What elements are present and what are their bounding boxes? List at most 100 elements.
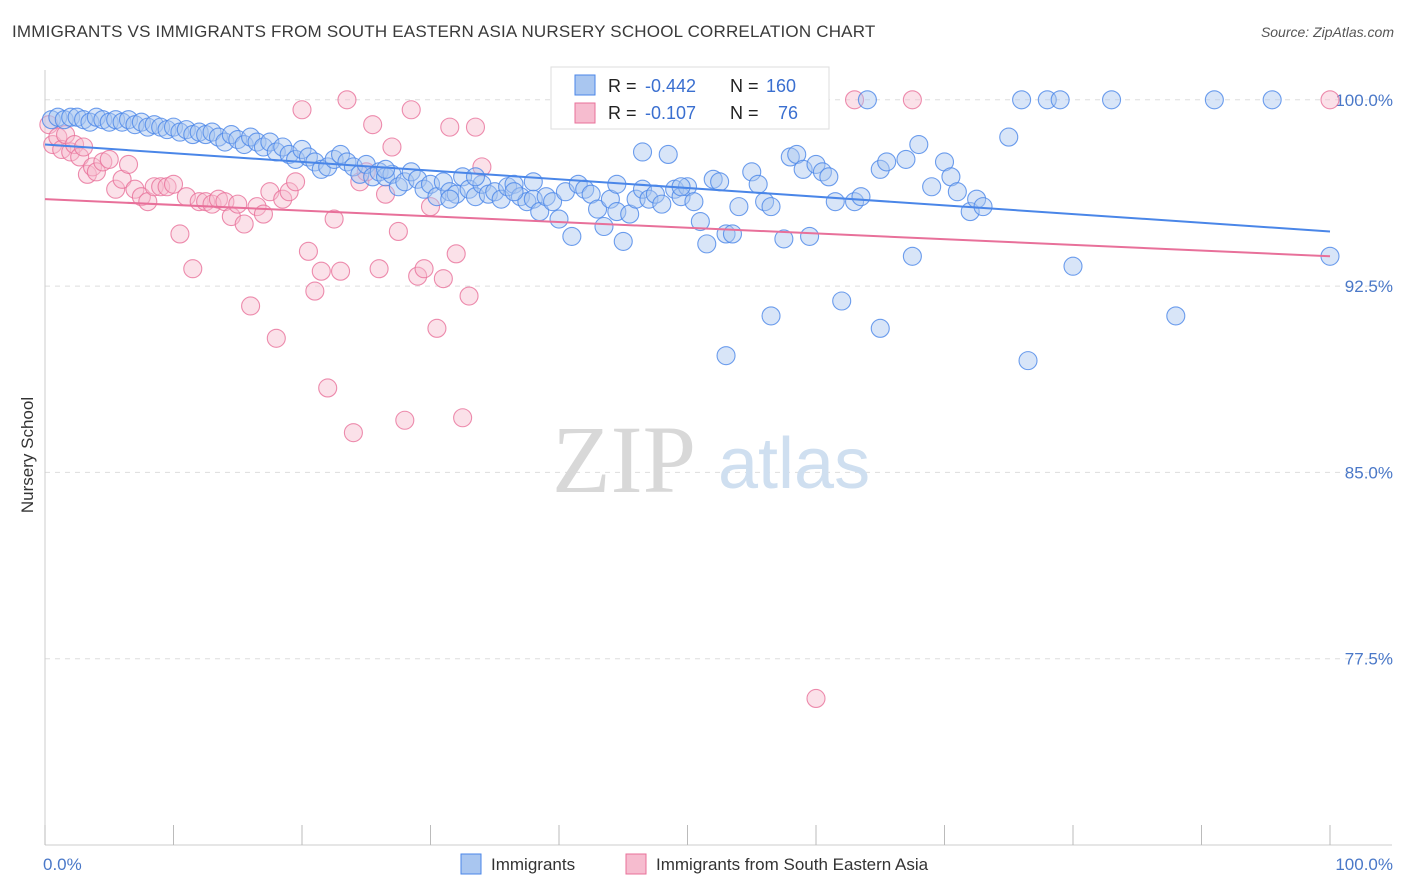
legend-swatch-immigrants (460, 853, 482, 875)
y-tick-labels: 100.0% 92.5% 85.0% 77.5% (1335, 91, 1393, 669)
sea-point (433, 269, 453, 289)
series-sea-points (39, 90, 1340, 708)
immigrants-point (549, 209, 569, 229)
sea-point (228, 194, 248, 214)
immigrants-point (652, 194, 672, 214)
immigrants-point (716, 346, 736, 366)
immigrants-point (690, 211, 710, 232)
sea-point (86, 162, 106, 182)
immigrants-point (241, 127, 261, 147)
legend-swatch-sea (625, 853, 647, 875)
immigrants-point (710, 172, 730, 192)
immigrants-point (722, 224, 743, 244)
chart-title: IMMIGRANTS VS IMMIGRANTS FROM SOUTH EAST… (12, 22, 876, 41)
stats-n-value-2: 76 (778, 103, 798, 123)
immigrants-point (632, 142, 653, 162)
stats-box-frame (550, 66, 830, 130)
sea-point (337, 90, 357, 110)
immigrants-point (639, 189, 659, 209)
sea-point (414, 259, 434, 279)
sea-point (247, 197, 267, 217)
immigrants-point (523, 172, 543, 192)
immigrants-point (273, 137, 293, 157)
stats-r-value-2: -0.107 (645, 103, 696, 123)
immigrants-point (433, 172, 453, 192)
sea-point (99, 149, 119, 169)
sea-point (401, 100, 421, 120)
source-credit: Source: ZipAtlas.com (1260, 24, 1394, 40)
immigrants-point (1063, 256, 1083, 276)
immigrants-point (388, 177, 408, 197)
trend-line-immigrants (44, 143, 1331, 233)
sea-point (311, 261, 331, 281)
immigrants-point (440, 189, 460, 209)
immigrants-point (375, 159, 396, 179)
immigrants-point (684, 192, 704, 212)
immigrants-point (594, 216, 614, 237)
immigrants-point (909, 134, 929, 155)
immigrants-point (697, 234, 717, 254)
sea-point (459, 286, 479, 306)
y-tick-label: 85.0% (1345, 463, 1393, 482)
legend-label-immigrants: Immigrants (491, 855, 575, 874)
sea-point (369, 259, 389, 279)
stats-swatch-blue (574, 74, 596, 96)
immigrants-point (279, 144, 299, 165)
immigrants-point (877, 152, 897, 172)
watermark-atlas: atlas (718, 424, 870, 504)
y-axis-title: Nursery School (18, 397, 37, 513)
stats-r-value-1: -0.442 (645, 76, 696, 96)
sea-point (266, 328, 286, 348)
immigrants-point (587, 199, 608, 219)
immigrants-point (330, 144, 351, 165)
sea-point (292, 100, 312, 120)
immigrants-point (1166, 306, 1186, 326)
immigrants-point (793, 159, 813, 179)
immigrants-point (999, 127, 1019, 147)
stats-r-label-2: R = (608, 103, 637, 123)
sea-point (472, 157, 492, 177)
sea-point (298, 241, 318, 261)
sea-point (286, 172, 306, 192)
axes (44, 70, 1392, 846)
sea-point (363, 115, 383, 135)
y-tick-label: 100.0% (1335, 91, 1393, 110)
immigrants-point (870, 159, 890, 179)
sea-point (446, 244, 466, 264)
sea-point (163, 174, 184, 194)
sea-point (170, 224, 190, 244)
sea-point (324, 209, 344, 229)
immigrants-point (459, 179, 479, 199)
immigrants-point (761, 306, 781, 326)
sea-point (806, 688, 826, 708)
sea-point (902, 90, 922, 110)
immigrants-point (729, 197, 749, 217)
stats-n-label-2: N = (730, 103, 759, 123)
immigrants-point (536, 187, 556, 207)
watermark-zip: ZIP (552, 406, 696, 513)
immigrants-point (543, 192, 563, 212)
immigrants-point (896, 149, 916, 169)
sea-point (131, 187, 151, 207)
immigrants-point (1012, 90, 1032, 110)
sea-point (241, 296, 261, 316)
sea-point (106, 179, 126, 199)
sea-point (118, 154, 139, 174)
legend-label-sea: Immigrants from South Eastern Asia (656, 855, 929, 874)
immigrants-point (504, 182, 524, 202)
immigrants-point (851, 187, 871, 207)
immigrants-point (902, 246, 922, 266)
immigrants-point (253, 137, 274, 157)
sea-point (408, 266, 428, 286)
immigrants-point (947, 182, 967, 202)
immigrants-point (800, 226, 820, 246)
immigrants-point (1102, 90, 1122, 110)
legend: Immigrants Immigrants from South Eastern… (460, 853, 929, 875)
immigrants-point (742, 162, 762, 182)
immigrants-point (761, 197, 781, 217)
immigrants-point (401, 162, 421, 182)
sea-point (427, 318, 447, 338)
immigrants-point (832, 291, 852, 311)
stats-r-label-1: R = (608, 76, 637, 96)
x-tick-label-max: 100.0% (1335, 855, 1393, 874)
